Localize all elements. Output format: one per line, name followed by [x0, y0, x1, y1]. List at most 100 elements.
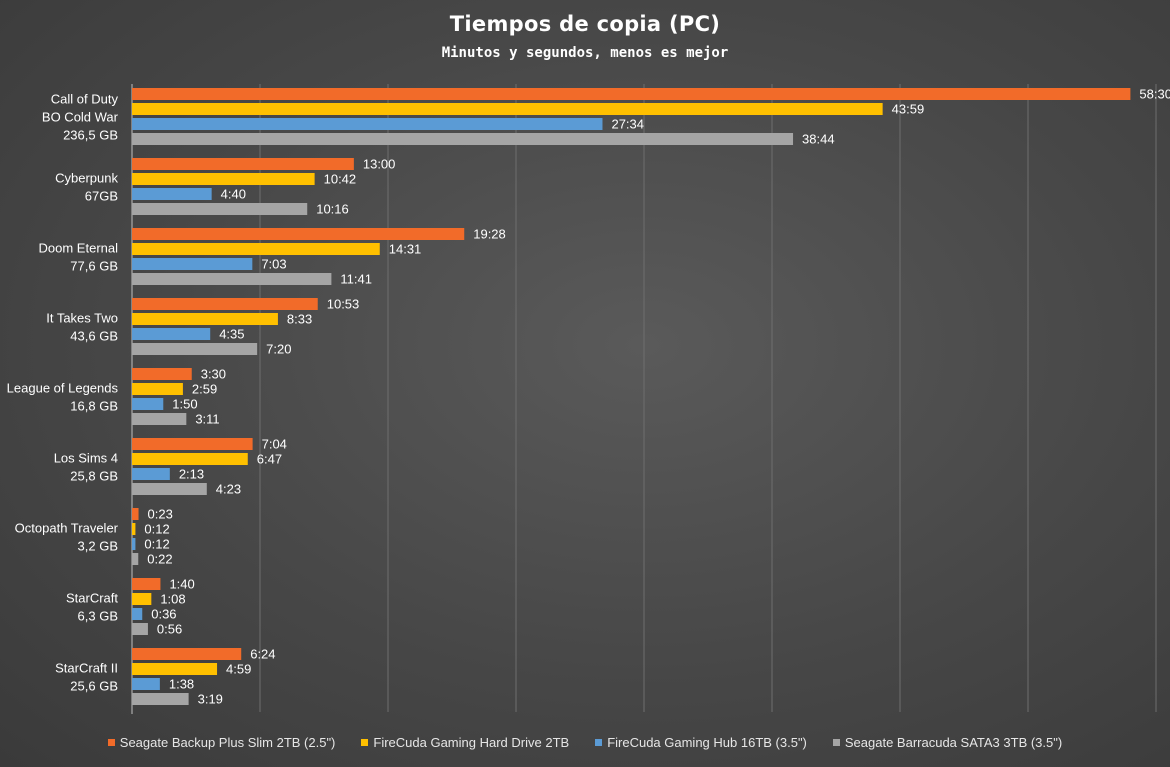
bar: [132, 523, 136, 535]
legend: Seagate Backup Plus Slim 2TB (2.5") FireC…: [0, 735, 1170, 750]
bar: [132, 133, 794, 145]
category-label: BO Cold War: [42, 110, 119, 125]
data-label: 10:16: [316, 202, 349, 217]
category-label: 43,6 GB: [70, 329, 118, 344]
data-label: 0:12: [144, 522, 169, 537]
bar: [132, 298, 318, 310]
category-label: 25,8 GB: [70, 469, 118, 484]
category-label: 67GB: [85, 189, 118, 204]
category-label: It Takes Two: [46, 311, 118, 326]
bar: [132, 593, 152, 605]
data-label: 7:03: [261, 257, 286, 272]
bar: [132, 438, 253, 450]
category-label: Octopath Traveler: [15, 521, 119, 536]
data-label: 8:33: [287, 312, 312, 327]
data-label: 3:11: [195, 412, 219, 427]
bar: [132, 313, 278, 325]
data-label: 6:47: [257, 452, 282, 467]
data-label: 6:24: [250, 647, 275, 662]
data-label: 0:23: [148, 507, 173, 522]
data-label: 27:34: [611, 117, 644, 132]
data-label: 1:38: [169, 677, 194, 692]
data-label: 4:40: [221, 187, 246, 202]
bar: [132, 273, 332, 285]
bar: [132, 648, 242, 660]
category-label: 3,2 GB: [78, 539, 118, 554]
category-labels: Call of Duty BO Cold War 236,5 GB Cyberpunk…: [7, 92, 119, 694]
data-label: 0:36: [151, 607, 176, 622]
data-label: 4:35: [219, 327, 244, 342]
data-label: 10:53: [327, 297, 360, 312]
legend-item: FireCuda Gaming Hard Drive 2TB: [361, 735, 569, 750]
legend-label: FireCuda Gaming Hard Drive 2TB: [373, 735, 570, 750]
chart-subtitle: Minutos y segundos, menos es mejor: [441, 45, 729, 61]
bar: [132, 88, 1131, 100]
legend-swatch: [832, 739, 840, 746]
data-label: 0:56: [157, 622, 182, 637]
bar: [132, 398, 164, 410]
bar: [132, 243, 380, 255]
data-label: 0:12: [144, 537, 169, 552]
legend-item: FireCuda Gaming Hub 16TB (3.5"): [595, 735, 807, 750]
data-label: 1:08: [160, 592, 185, 607]
legend-label: Seagate Barracuda SATA3 3TB (3.5"): [844, 735, 1063, 750]
bar: [132, 228, 465, 240]
bar: [132, 158, 354, 170]
data-label: 7:04: [262, 437, 287, 452]
bar: [132, 483, 207, 495]
bar: [132, 103, 883, 115]
data-label: 3:30: [201, 367, 226, 382]
data-label: 2:59: [192, 382, 217, 397]
legend-swatch: [107, 739, 115, 746]
bar: [132, 203, 308, 215]
bar: [132, 693, 189, 705]
category-label: 16,8 GB: [70, 399, 118, 414]
category-label: 236,5 GB: [63, 128, 118, 143]
legend-item: Seagate Backup Plus Slim 2TB (2.5"): [107, 735, 336, 750]
legend-label: Seagate Backup Plus Slim 2TB (2.5"): [119, 735, 336, 750]
bar: [132, 538, 136, 550]
bar: [132, 258, 253, 270]
data-label: 2:13: [179, 467, 204, 482]
bar: [132, 383, 183, 395]
legend-label: FireCuda Gaming Hub 16TB (3.5"): [607, 735, 807, 750]
category-label: Cyberpunk: [55, 171, 118, 186]
category-label: League of Legends: [7, 381, 119, 396]
data-label: 14:31: [389, 242, 422, 257]
bar: [132, 188, 212, 200]
data-label: 58:30: [1139, 87, 1170, 102]
data-label: 19:28: [473, 227, 506, 242]
category-label: Call of Duty: [51, 92, 119, 107]
bar: [132, 328, 211, 340]
category-label: StarCraft: [66, 591, 118, 606]
bar: [132, 663, 218, 675]
data-label: 4:59: [226, 662, 251, 677]
bar: [132, 118, 603, 130]
data-label: 1:40: [169, 577, 194, 592]
bars: 58:30 43:59 27:34 38:44 13:00 10:42 4:40 10:16 1…: [132, 87, 1170, 707]
bar: [132, 453, 248, 465]
category-label: Doom Eternal: [39, 241, 119, 256]
bar: [132, 623, 148, 635]
data-label: 10:42: [324, 172, 357, 187]
data-label: 11:41: [340, 272, 372, 287]
bar: [132, 678, 160, 690]
bar: [132, 608, 143, 620]
bar: [132, 553, 139, 565]
bar: [132, 578, 161, 590]
legend-swatch: [361, 739, 369, 746]
bar: [132, 343, 258, 355]
bar: [132, 173, 315, 185]
bar: [132, 368, 192, 380]
data-label: 7:20: [266, 342, 291, 357]
category-label: 77,6 GB: [70, 259, 118, 274]
chart-title: Tiempos de copia (PC): [449, 12, 721, 36]
data-label: 4:23: [216, 482, 241, 497]
data-label: 43:59: [892, 102, 925, 117]
bar: [132, 468, 170, 480]
data-label: 38:44: [802, 132, 835, 147]
category-label: 25,6 GB: [70, 679, 118, 694]
category-label: Los Sims 4: [54, 451, 118, 466]
data-label: 3:19: [198, 692, 223, 707]
